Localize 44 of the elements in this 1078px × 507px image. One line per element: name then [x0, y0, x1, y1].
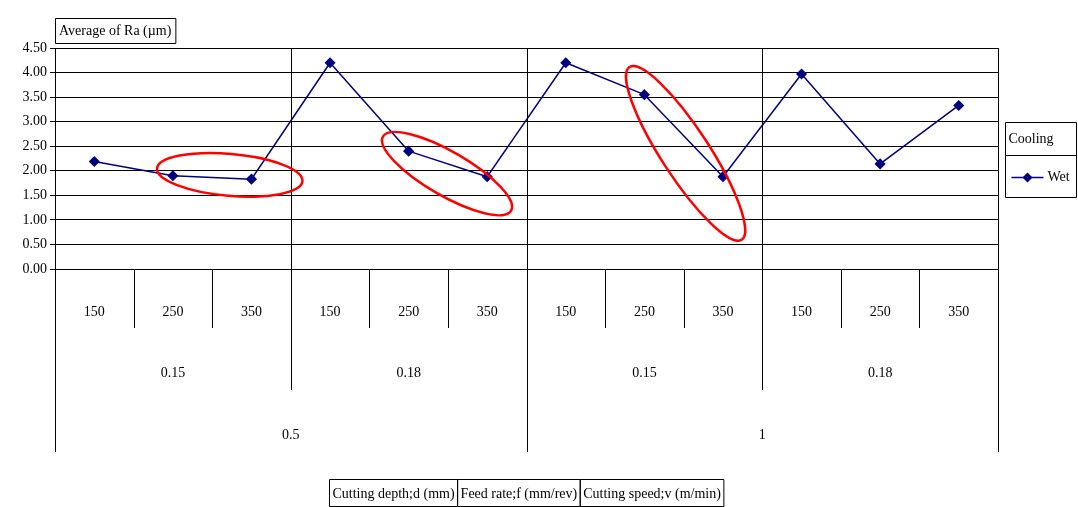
y-tick-label: 3.00	[22, 113, 47, 129]
x-tick-label: 250	[633, 304, 655, 320]
x-tick-label: 150	[555, 304, 577, 320]
x-tick-label: 350	[240, 304, 262, 320]
point	[796, 68, 807, 80]
x-tick-label: 250	[398, 304, 420, 320]
legend-title: Cooling	[1008, 131, 1054, 147]
y-tick-label: 3.50	[22, 88, 47, 104]
point	[639, 89, 650, 100]
x-tick-label: 250	[869, 304, 891, 320]
x-tick-label: 250	[162, 304, 184, 320]
x-tick-label: 350	[948, 304, 970, 320]
y-axis-title: Average of Ra (µm)	[59, 22, 172, 39]
y-tick-label: 0.00	[22, 260, 47, 276]
point	[953, 100, 964, 111]
y-tick-label: 2.00	[22, 162, 47, 178]
text: 0.5	[282, 426, 300, 442]
x-tick-label: 350	[712, 304, 734, 320]
y-tick-label: 2.50	[22, 137, 47, 153]
text: Cutting depth;d (mm)	[332, 485, 455, 502]
text: 0.18	[396, 364, 421, 380]
y-tick-label: 0.50	[22, 236, 47, 252]
y-tick-label: 1.00	[22, 211, 47, 227]
point	[560, 57, 572, 68]
text: Feed rate;f (mm/rev)	[460, 485, 578, 502]
point	[246, 173, 257, 185]
text: 0.15	[160, 364, 186, 380]
point	[324, 57, 336, 68]
text: 1	[758, 426, 766, 442]
point	[403, 145, 414, 157]
x-tick-label: 150	[791, 304, 813, 320]
y-tick-label: 4.00	[22, 64, 47, 80]
point	[89, 156, 100, 167]
legend-label: Wet	[1047, 169, 1070, 185]
x-tick-label: 350	[476, 304, 498, 320]
y-tick-label: 1.50	[22, 187, 47, 203]
x-tick-label: 150	[83, 304, 105, 320]
point	[167, 170, 179, 181]
y-tick-label: 4.50	[22, 39, 47, 55]
x-tick-label: 150	[319, 304, 341, 320]
point	[874, 158, 886, 170]
text: Cutting speed;v (m/min)	[583, 485, 722, 502]
text: 0.18	[867, 364, 893, 380]
text: 0.15	[632, 364, 657, 380]
